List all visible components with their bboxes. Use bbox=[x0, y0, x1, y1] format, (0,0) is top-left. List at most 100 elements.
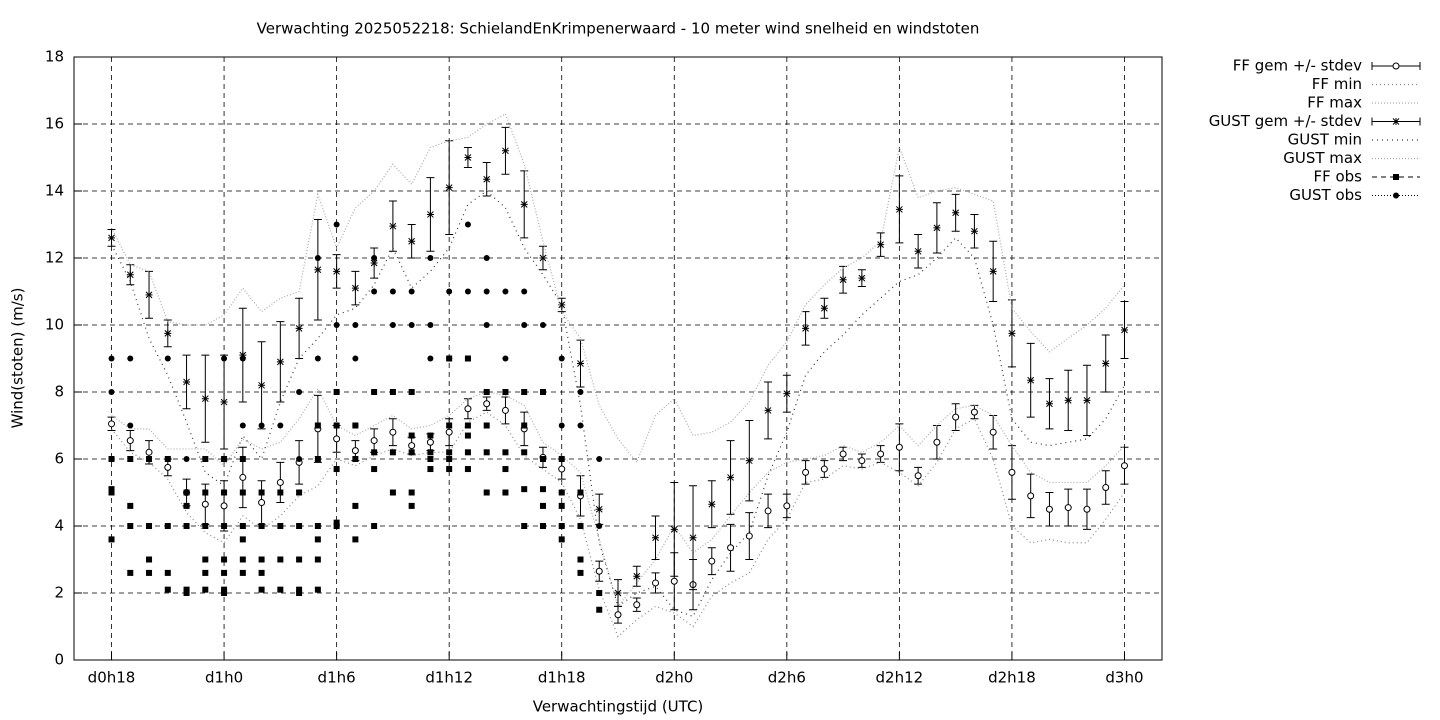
marker bbox=[277, 422, 284, 429]
marker bbox=[521, 389, 528, 395]
marker bbox=[539, 322, 546, 328]
marker bbox=[351, 447, 359, 455]
marker bbox=[483, 288, 490, 295]
marker bbox=[708, 500, 716, 508]
marker bbox=[446, 456, 453, 462]
marker bbox=[333, 322, 340, 328]
marker bbox=[221, 569, 228, 576]
marker bbox=[614, 611, 622, 619]
marker bbox=[521, 288, 528, 295]
marker bbox=[577, 569, 584, 576]
marker bbox=[577, 489, 584, 496]
marker bbox=[371, 466, 378, 473]
marker bbox=[202, 586, 209, 593]
marker bbox=[201, 395, 209, 403]
y-tick-label: 16 bbox=[45, 115, 64, 133]
y-tick-label: 18 bbox=[45, 48, 64, 66]
marker bbox=[108, 489, 115, 496]
marker bbox=[183, 590, 190, 596]
marker bbox=[221, 456, 228, 462]
marker bbox=[239, 456, 246, 462]
marker bbox=[351, 284, 359, 292]
marker bbox=[408, 502, 415, 509]
y-tick-label: 4 bbox=[54, 517, 64, 535]
marker bbox=[408, 442, 416, 450]
plot-frame bbox=[73, 56, 1163, 661]
marker bbox=[427, 322, 434, 328]
marker bbox=[858, 457, 866, 465]
marker bbox=[371, 288, 378, 295]
marker bbox=[877, 450, 885, 458]
marker bbox=[521, 449, 528, 456]
marker bbox=[277, 489, 284, 496]
y-tick-label: 0 bbox=[54, 651, 64, 669]
marker bbox=[427, 456, 434, 462]
marker bbox=[558, 422, 565, 429]
marker bbox=[276, 478, 284, 486]
marker bbox=[464, 405, 472, 413]
marker bbox=[1008, 329, 1016, 337]
marker bbox=[333, 519, 340, 526]
marker bbox=[220, 502, 228, 510]
marker bbox=[258, 523, 265, 529]
marker bbox=[276, 358, 284, 366]
marker bbox=[183, 523, 190, 529]
marker bbox=[446, 466, 453, 473]
marker bbox=[108, 536, 115, 543]
marker bbox=[108, 420, 116, 428]
marker bbox=[1120, 326, 1128, 334]
marker bbox=[446, 422, 453, 429]
marker bbox=[1027, 376, 1035, 384]
marker bbox=[370, 259, 378, 267]
marker bbox=[389, 428, 397, 436]
marker bbox=[164, 463, 172, 471]
marker bbox=[577, 389, 584, 395]
marker bbox=[446, 288, 453, 295]
marker bbox=[314, 523, 321, 529]
marker bbox=[239, 422, 246, 429]
marker bbox=[296, 590, 303, 596]
marker bbox=[221, 489, 228, 496]
marker bbox=[539, 254, 547, 262]
marker bbox=[596, 606, 603, 613]
marker bbox=[258, 569, 265, 576]
marker bbox=[464, 355, 471, 362]
marker bbox=[239, 473, 247, 481]
marker bbox=[577, 523, 584, 529]
marker bbox=[596, 523, 603, 529]
marker bbox=[558, 489, 565, 496]
marker bbox=[333, 389, 340, 395]
marker bbox=[314, 266, 322, 274]
marker bbox=[989, 267, 997, 275]
marker bbox=[371, 449, 378, 456]
marker bbox=[277, 586, 284, 593]
marker bbox=[914, 247, 922, 255]
marker bbox=[952, 209, 960, 217]
marker bbox=[576, 360, 584, 368]
marker bbox=[652, 579, 660, 587]
marker bbox=[221, 586, 228, 593]
marker bbox=[596, 590, 603, 596]
marker bbox=[408, 432, 415, 439]
marker bbox=[146, 556, 153, 563]
marker bbox=[296, 389, 303, 395]
marker bbox=[314, 355, 321, 362]
marker bbox=[483, 175, 491, 183]
legend-label: GUST min bbox=[1288, 131, 1362, 149]
marker bbox=[127, 355, 134, 362]
marker bbox=[202, 523, 209, 529]
marker bbox=[389, 489, 396, 496]
marker bbox=[802, 468, 810, 476]
marker bbox=[352, 456, 359, 462]
marker bbox=[352, 355, 359, 362]
marker bbox=[314, 255, 321, 261]
y-tick-label: 8 bbox=[54, 383, 64, 401]
marker bbox=[595, 505, 603, 513]
marker bbox=[952, 413, 960, 421]
marker bbox=[127, 569, 134, 576]
x-tick-label: d2h12 bbox=[876, 669, 924, 687]
marker bbox=[989, 428, 997, 436]
marker bbox=[502, 489, 509, 496]
marker bbox=[1027, 492, 1035, 500]
marker bbox=[164, 355, 171, 362]
